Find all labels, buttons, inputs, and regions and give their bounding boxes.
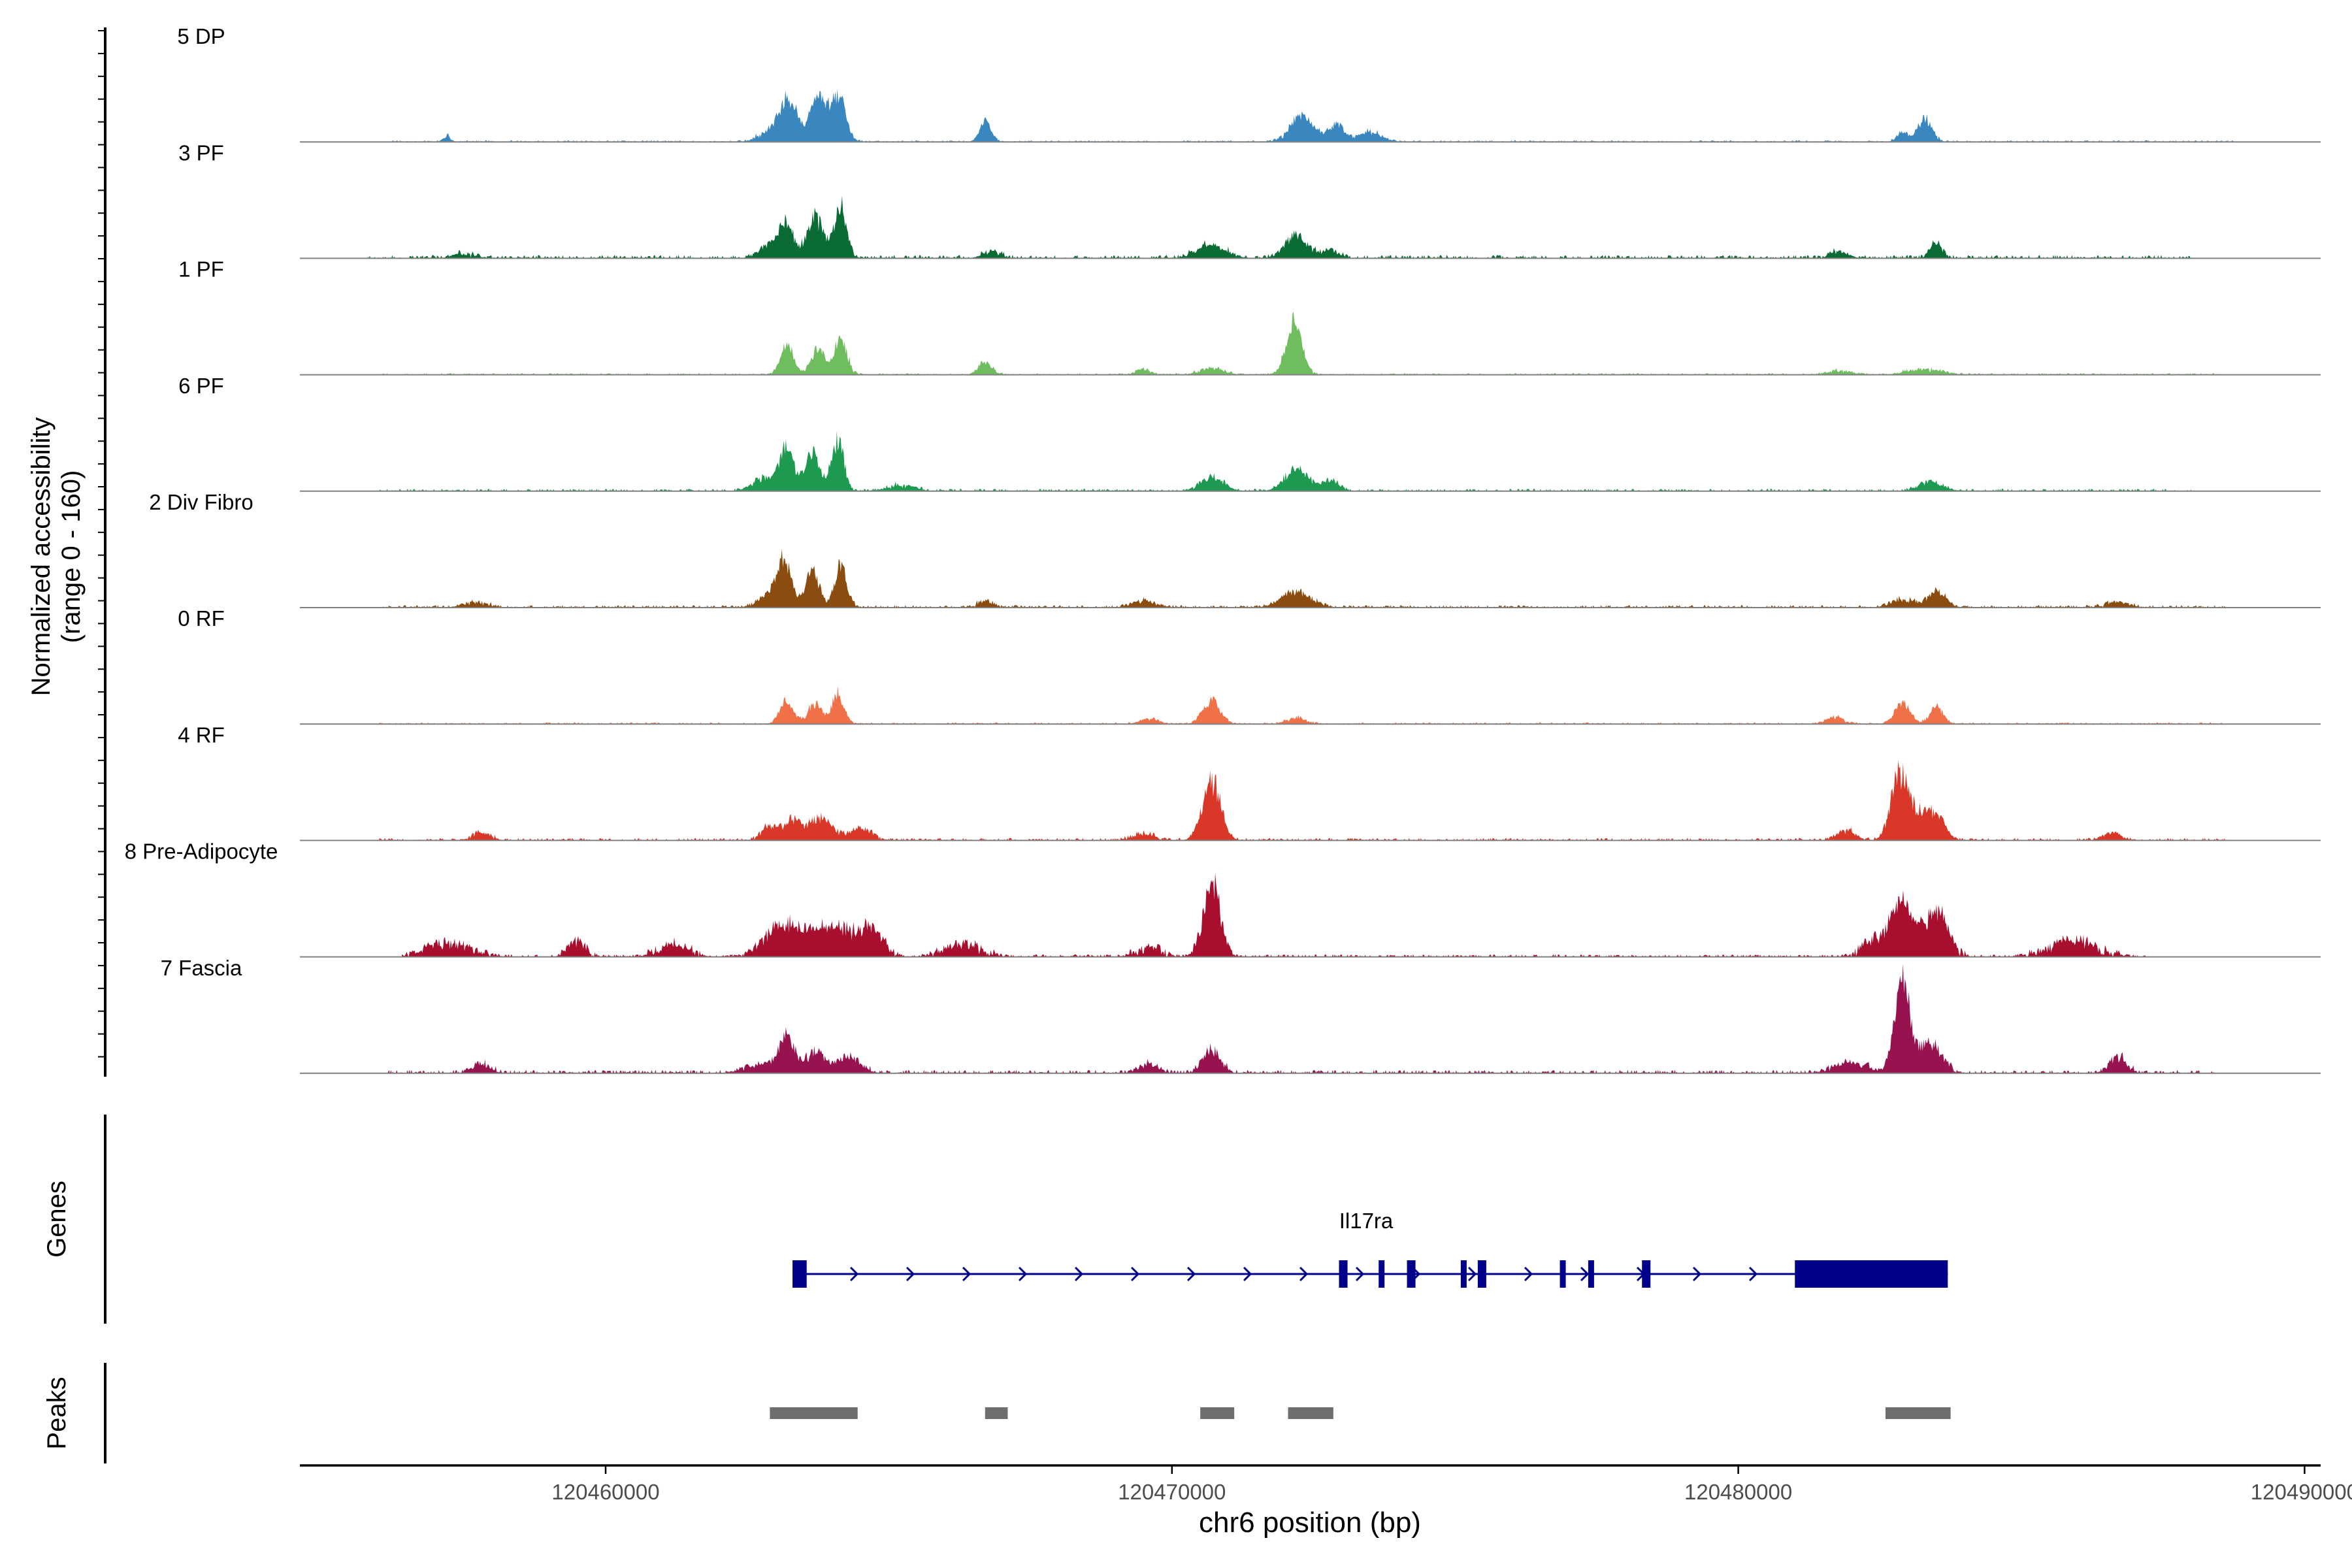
- track-coverage-area: [379, 964, 2214, 1073]
- x-axis-ticks: 120460000 120470000 120480000 120490000: [551, 1465, 2352, 1504]
- strand-arrow: [1243, 1266, 1252, 1282]
- x-tick-label: 120490000: [2251, 1480, 2352, 1504]
- gene-exon: [1642, 1260, 1651, 1288]
- peak-region: [985, 1407, 1008, 1419]
- track-0-rf: 0 RF: [178, 606, 2321, 725]
- x-tick-label: 120470000: [1118, 1480, 1226, 1504]
- track-coverage-area: [379, 312, 2225, 375]
- strand-arrow: [1692, 1266, 1702, 1282]
- track-4-rf: 4 RF: [178, 723, 2321, 841]
- track-label: 8 Pre-Adipocyte: [125, 840, 278, 864]
- strand-arrow: [1467, 1266, 1477, 1282]
- peaks-panel-label: Peaks: [42, 1377, 71, 1449]
- x-axis-label: chr6 position (bp): [1199, 1507, 1421, 1539]
- peak-region: [1200, 1407, 1235, 1419]
- strand-arrow: [1186, 1266, 1196, 1282]
- track-coverage-area: [379, 431, 2191, 491]
- coverage-tracks: 5 DP 3 PF 1 PF 6 PF 2 Div Fibro 0 RF 4 RF 8 Pre…: [125, 24, 2321, 1074]
- strand-arrow: [1580, 1266, 1590, 1282]
- track-coverage-area: [367, 195, 2192, 259]
- y-axis-label-line2: (range 0 - 160): [57, 470, 86, 644]
- track-coverage-area: [379, 549, 2225, 608]
- gene-exon: [1588, 1260, 1594, 1288]
- strand-arrow: [1130, 1266, 1140, 1282]
- strand-arrow: [906, 1266, 915, 1282]
- strand-arrow: [849, 1266, 859, 1282]
- track-5-dp: 5 DP: [177, 24, 2321, 143]
- peak-region: [770, 1407, 858, 1419]
- gene-exon: [1477, 1260, 1486, 1288]
- track-2-div-fibro: 2 Div Fibro: [149, 490, 2321, 608]
- strand-arrow: [1018, 1266, 1028, 1282]
- peak-region: [1288, 1407, 1333, 1419]
- strand-arrow: [962, 1266, 972, 1282]
- track-label: 5 DP: [177, 24, 225, 48]
- track-8-pre-adipocyte: 8 Pre-Adipocyte: [125, 840, 2321, 958]
- track-label: 1 PF: [178, 257, 224, 282]
- track-label: 6 PF: [178, 374, 224, 398]
- gene-exon: [1460, 1260, 1467, 1288]
- track-3-pf: 3 PF: [178, 140, 2321, 259]
- track-1-pf: 1 PF: [178, 257, 2321, 376]
- gene-model: Il17ra: [792, 1209, 1948, 1288]
- track-6-pf: 6 PF: [178, 374, 2321, 492]
- strand-arrow: [1074, 1266, 1084, 1282]
- genes-panel-label: Genes: [42, 1181, 71, 1258]
- y-axis-label-line1: Normalized accessibility: [27, 417, 56, 696]
- gene-exon: [1339, 1260, 1348, 1288]
- strand-arrow: [1748, 1266, 1758, 1282]
- x-tick-label: 120480000: [1684, 1480, 1792, 1504]
- track-label: 4 RF: [178, 723, 225, 747]
- gene-exon: [1379, 1260, 1385, 1288]
- track-coverage-area: [379, 760, 2225, 841]
- gene-exon: [1560, 1260, 1566, 1288]
- gene-exon: [792, 1260, 807, 1288]
- track-coverage-area: [402, 872, 2146, 957]
- track-7-fascia: 7 Fascia: [161, 956, 2321, 1074]
- track-coverage-area: [379, 686, 2225, 725]
- track-label: 3 PF: [178, 140, 224, 165]
- track-label: 0 RF: [178, 606, 225, 630]
- strand-arrow: [1524, 1266, 1533, 1282]
- strand-arrow: [1355, 1266, 1365, 1282]
- gene-exon: [1795, 1260, 1948, 1288]
- track-coverage-area: [390, 89, 2237, 142]
- track-label: 2 Div Fibro: [149, 490, 253, 514]
- coverage-y-ticks: [98, 30, 105, 1058]
- peak-regions: [770, 1407, 1951, 1419]
- track-label: 7 Fascia: [161, 956, 242, 980]
- gene-name-label: Il17ra: [1339, 1209, 1394, 1233]
- peak-region: [1885, 1407, 1951, 1419]
- gene-exon: [1407, 1260, 1416, 1288]
- x-tick-label: 120460000: [551, 1480, 659, 1504]
- strand-arrow: [1299, 1266, 1309, 1282]
